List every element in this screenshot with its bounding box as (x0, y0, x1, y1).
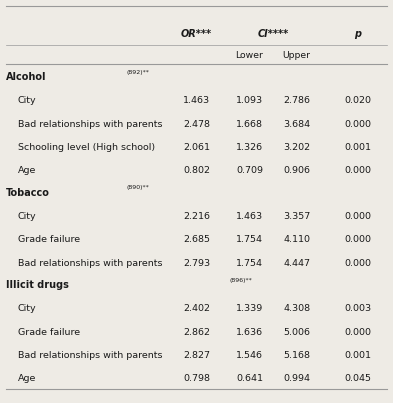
Text: OR***: OR*** (181, 29, 212, 39)
Text: 1.339: 1.339 (236, 304, 263, 313)
Text: 5.006: 5.006 (283, 328, 310, 337)
Text: 0.003: 0.003 (344, 304, 371, 313)
Text: 2.685: 2.685 (183, 235, 210, 244)
Text: Illicit drugs: Illicit drugs (6, 280, 69, 290)
Text: 3.202: 3.202 (283, 143, 310, 152)
Text: 0.798: 0.798 (183, 374, 210, 383)
Text: 0.641: 0.641 (236, 374, 263, 383)
Text: 1.463: 1.463 (236, 212, 263, 221)
Text: 2.827: 2.827 (183, 351, 210, 360)
Text: CI****: CI**** (257, 29, 289, 39)
Text: Bad relationships with parents: Bad relationships with parents (18, 351, 162, 360)
Text: 0.000: 0.000 (344, 166, 371, 175)
Text: 5.168: 5.168 (283, 351, 310, 360)
Text: Upper: Upper (283, 51, 311, 60)
Text: Bad relationships with parents: Bad relationships with parents (18, 259, 162, 268)
Text: 2.786: 2.786 (283, 96, 310, 105)
Text: City: City (18, 304, 36, 313)
Text: Age: Age (18, 166, 36, 175)
Text: 0.000: 0.000 (344, 120, 371, 129)
Text: 1.668: 1.668 (236, 120, 263, 129)
Text: 2.793: 2.793 (183, 259, 210, 268)
Text: 1.754: 1.754 (236, 259, 263, 268)
Text: 2.862: 2.862 (183, 328, 210, 337)
Text: City: City (18, 212, 36, 221)
Text: Alcohol: Alcohol (6, 73, 46, 82)
Text: 2.061: 2.061 (183, 143, 210, 152)
Text: 4.308: 4.308 (283, 304, 310, 313)
Text: 0.000: 0.000 (344, 212, 371, 221)
Text: Grade failure: Grade failure (18, 235, 80, 244)
Text: 0.001: 0.001 (344, 143, 371, 152)
Text: 1.546: 1.546 (236, 351, 263, 360)
Text: 0.000: 0.000 (344, 259, 371, 268)
Text: 0.001: 0.001 (344, 351, 371, 360)
Text: 1.463: 1.463 (183, 96, 210, 105)
Text: 2.216: 2.216 (183, 212, 210, 221)
Text: 2.478: 2.478 (183, 120, 210, 129)
Text: Schooling level (High school): Schooling level (High school) (18, 143, 155, 152)
Text: Tobacco: Tobacco (6, 188, 50, 198)
Text: 0.000: 0.000 (344, 235, 371, 244)
Text: City: City (18, 96, 36, 105)
Text: 2.402: 2.402 (183, 304, 210, 313)
Text: (896)**: (896)** (229, 278, 252, 283)
Text: 0.000: 0.000 (344, 328, 371, 337)
Text: p: p (354, 29, 361, 39)
Text: Bad relationships with parents: Bad relationships with parents (18, 120, 162, 129)
Text: Grade failure: Grade failure (18, 328, 80, 337)
Text: 1.754: 1.754 (236, 235, 263, 244)
Text: 1.093: 1.093 (236, 96, 263, 105)
Text: 0.045: 0.045 (344, 374, 371, 383)
Text: 1.326: 1.326 (236, 143, 263, 152)
Text: 0.709: 0.709 (236, 166, 263, 175)
Text: (892)**: (892)** (127, 70, 150, 75)
Text: 3.684: 3.684 (283, 120, 310, 129)
Text: 0.994: 0.994 (283, 374, 310, 383)
Text: Lower: Lower (236, 51, 263, 60)
Text: 3.357: 3.357 (283, 212, 310, 221)
Text: (890)**: (890)** (127, 185, 150, 190)
Text: 0.802: 0.802 (183, 166, 210, 175)
Text: 0.906: 0.906 (283, 166, 310, 175)
Text: 4.110: 4.110 (283, 235, 310, 244)
Text: 1.636: 1.636 (236, 328, 263, 337)
Text: 0.020: 0.020 (344, 96, 371, 105)
Text: 4.447: 4.447 (283, 259, 310, 268)
Text: Age: Age (18, 374, 36, 383)
